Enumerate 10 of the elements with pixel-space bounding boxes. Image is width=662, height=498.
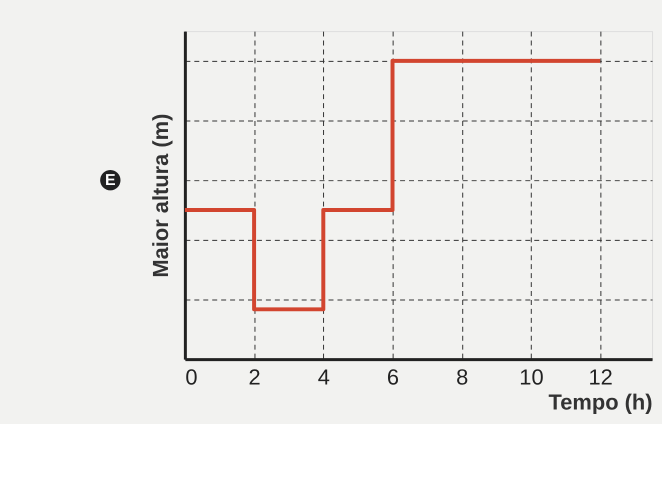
x-tick-label: 0 [185, 364, 198, 390]
x-tick-label: 10 [519, 364, 544, 390]
x-tick-label: 8 [456, 364, 468, 390]
x-axis-title: Tempo (h) [548, 389, 653, 414]
y-axis-title: Maior altura (m) [148, 114, 173, 278]
x-tick-label: 4 [318, 364, 330, 390]
text: E [105, 172, 116, 190]
x-tick-label: 6 [386, 364, 400, 390]
x-tick-label: 2 [248, 364, 261, 390]
x-tick-label: 12 [588, 364, 613, 390]
